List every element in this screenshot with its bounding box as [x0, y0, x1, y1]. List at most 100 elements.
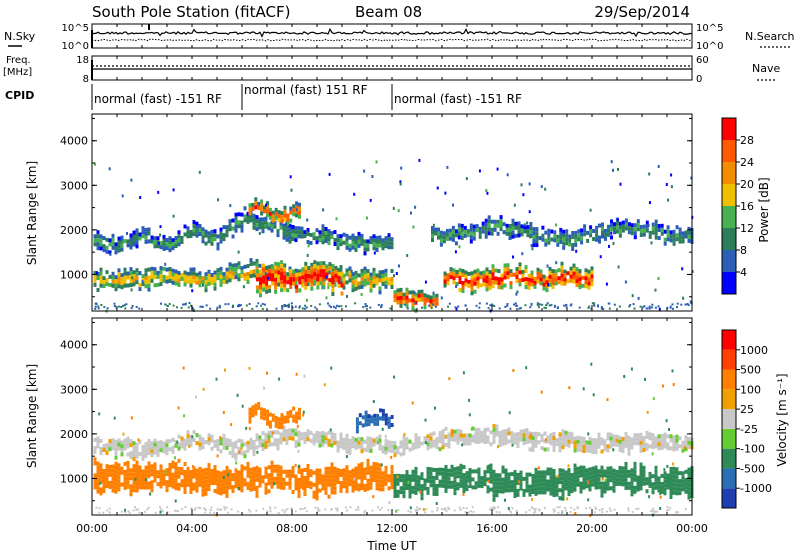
heatmap-cell: [438, 471, 442, 476]
heatmap-cell: [283, 209, 287, 214]
heatmap-cell: [462, 477, 466, 482]
heatmap-cell: [120, 285, 124, 290]
heatmap-scatter: [508, 411, 511, 415]
heatmap-cell: [563, 269, 567, 274]
heatmap-cell: [675, 225, 679, 230]
heatmap-near-range: [226, 511, 229, 514]
heatmap-cell: [117, 438, 121, 443]
heatmap-cell: [174, 443, 178, 448]
heatmap-near-range: [317, 509, 319, 512]
heatmap-cell: [216, 486, 220, 491]
heatmap-cell: [459, 433, 463, 438]
heatmap-cell: [607, 232, 610, 237]
heatmap-scatter: [448, 377, 451, 381]
heatmap-cell: [624, 439, 628, 444]
heatmap-cell: [411, 477, 415, 482]
heatmap-near-range: [493, 305, 496, 307]
heatmap-cell: [147, 443, 151, 448]
heatmap-cell: [439, 230, 443, 235]
heatmap-cell: [147, 283, 151, 288]
heatmap-cell: [274, 285, 278, 290]
heatmap-cell: [328, 262, 332, 267]
heatmap-scatter: [126, 232, 128, 235]
heatmap-cell: [294, 474, 298, 479]
heatmap-cell: [333, 490, 337, 495]
nsky-label: N.Sky: [4, 30, 36, 43]
heatmap-cell: [609, 440, 613, 445]
heatmap-scatter: [302, 410, 305, 414]
heatmap-near-range: [530, 506, 533, 509]
heatmap-cell: [393, 474, 397, 478]
heatmap-cell: [503, 267, 507, 272]
heatmap-cell: [114, 469, 118, 474]
heatmap-cell: [246, 473, 250, 478]
heatmap-cell: [114, 275, 118, 280]
heatmap-cell: [204, 471, 208, 476]
heatmap-cell: [159, 484, 163, 489]
heatmap-cell: [204, 288, 208, 293]
heatmap-cell: [381, 270, 385, 274]
heatmap-cell: [321, 478, 325, 483]
heatmap-cell: [470, 271, 474, 276]
heatmap-cell: [264, 220, 268, 225]
heatmap-cell: [630, 437, 634, 442]
heatmap-cell: [261, 271, 265, 276]
heatmap-cell: [501, 469, 505, 474]
heatmap-cell: [684, 477, 688, 482]
heatmap-cell: [459, 437, 463, 442]
heatmap-cell: [135, 240, 139, 245]
heatmap-cell: [581, 283, 585, 288]
heatmap-cell: [316, 269, 320, 274]
heatmap-near-range: [669, 507, 672, 510]
heatmap-cell: [339, 473, 343, 477]
heatmap-scatter: [248, 427, 251, 431]
heatmap-cell: [511, 226, 515, 231]
heatmap-cell: [519, 429, 523, 434]
heatmap-cell: [687, 444, 691, 449]
heatmap-cell: [360, 441, 364, 446]
heatmap-cell: [471, 485, 475, 490]
heatmap-cell: [291, 229, 295, 233]
heatmap-cell: [645, 442, 649, 447]
heatmap-near-range: [531, 507, 534, 510]
heatmap-cell: [219, 266, 223, 271]
heatmap-cell: [135, 442, 139, 447]
heatmap-cell: [529, 222, 533, 226]
heatmap-cell: [295, 276, 299, 281]
heatmap-cell: [357, 487, 361, 492]
heatmap-cell: [240, 439, 244, 444]
heatmap-cell: [657, 484, 661, 489]
heatmap-cell: [135, 450, 139, 455]
heatmap-cell: [192, 474, 196, 479]
heatmap-cell: [684, 481, 688, 486]
heatmap-cell: [240, 472, 244, 477]
heatmap-cell: [387, 474, 391, 479]
heatmap-scatter: [297, 449, 300, 453]
heatmap-cell: [207, 239, 211, 244]
heatmap-cell: [111, 488, 115, 493]
freq-unit-label: [MHz]: [3, 67, 32, 78]
heatmap-cell: [669, 491, 673, 495]
heatmap-cell: [360, 280, 364, 285]
heatmap-cell: [228, 270, 232, 275]
heatmap-cell: [114, 250, 118, 255]
heatmap-cell: [126, 452, 130, 457]
heatmap-cell: [525, 472, 529, 477]
heatmap-cell: [246, 440, 250, 445]
heatmap-near-range: [557, 511, 560, 514]
heatmap-cell: [252, 444, 256, 448]
heatmap-cell: [499, 227, 503, 232]
heatmap-cell: [663, 440, 667, 445]
heatmap-cell: [654, 477, 658, 482]
heatmap-cell: [450, 484, 454, 489]
heatmap-cell: [249, 445, 253, 450]
heatmap-cell: [516, 480, 520, 485]
heatmap-cell: [681, 444, 685, 449]
heatmap-cell: [261, 221, 265, 226]
heatmap-cell: [254, 197, 258, 202]
heatmap-cell: [186, 442, 190, 447]
heatmap-cell: [495, 424, 499, 429]
heatmap-cell: [498, 439, 502, 444]
heatmap-cell: [513, 494, 517, 498]
heatmap-near-range: [414, 509, 417, 512]
